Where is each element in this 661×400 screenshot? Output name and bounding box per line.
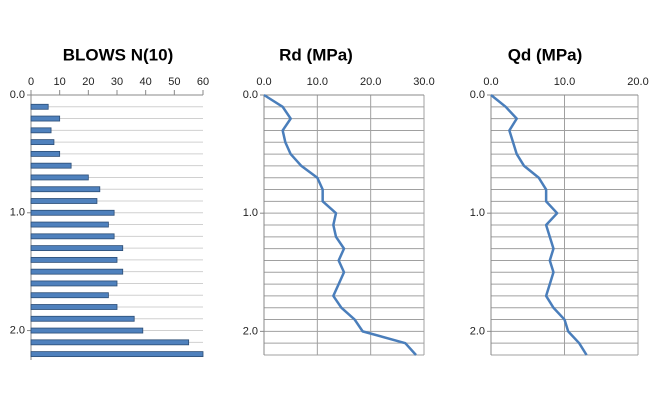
bar — [30, 315, 135, 322]
bar — [30, 174, 89, 181]
bar — [30, 198, 98, 204]
bar — [30, 256, 118, 263]
y-tick-label: 2.0 — [243, 325, 258, 337]
y-tick-label: 0.0 — [10, 89, 25, 101]
bar — [30, 280, 118, 287]
bar — [30, 162, 72, 169]
x-tick-label: 10.0 — [554, 76, 575, 88]
x-tick-label: 10.0 — [307, 76, 328, 88]
x-tick-label: 0 — [28, 76, 34, 88]
bar — [30, 339, 190, 346]
data-line — [263, 93, 417, 356]
y-tick-label: 0.0 — [470, 89, 485, 101]
bar — [30, 186, 101, 193]
bar — [30, 115, 61, 122]
bar — [30, 268, 124, 275]
bar — [30, 245, 124, 252]
x-tick-label: 60 — [197, 76, 209, 88]
y-tick-label: 2.0 — [10, 324, 25, 336]
y-tick-label: 1.0 — [470, 207, 485, 219]
y-tick-label: 2.0 — [470, 325, 485, 337]
y-tick-label: 1.0 — [10, 207, 25, 219]
bar — [30, 304, 118, 310]
bar — [30, 221, 109, 228]
y-tick-label: 1.0 — [243, 207, 258, 219]
x-tick-label: 30.0 — [413, 76, 434, 88]
x-tick-label: 20.0 — [360, 76, 381, 88]
chart-title: Qd (MPa) — [508, 45, 583, 64]
chart-title: BLOWS N(10) — [63, 45, 174, 64]
bar — [30, 127, 52, 134]
bar — [30, 139, 55, 146]
bar — [30, 103, 49, 110]
x-tick-label: 0.0 — [256, 76, 271, 88]
x-tick-label: 10 — [54, 76, 66, 88]
bar — [30, 150, 61, 157]
x-tick-label: 20 — [82, 76, 94, 88]
x-tick-label: 50 — [168, 76, 180, 88]
x-tick-label: 20.0 — [627, 76, 648, 88]
data-line — [490, 94, 588, 356]
bar — [30, 292, 109, 299]
bar — [30, 351, 204, 358]
chart-title: Rd (MPa) — [279, 45, 353, 64]
x-tick-label: 0.0 — [483, 76, 498, 88]
bar — [30, 209, 115, 216]
bar — [30, 233, 115, 240]
x-tick-label: 40 — [140, 76, 152, 88]
bar — [30, 327, 144, 334]
y-tick-label: 0.0 — [243, 89, 258, 101]
x-tick-label: 30 — [111, 76, 123, 88]
